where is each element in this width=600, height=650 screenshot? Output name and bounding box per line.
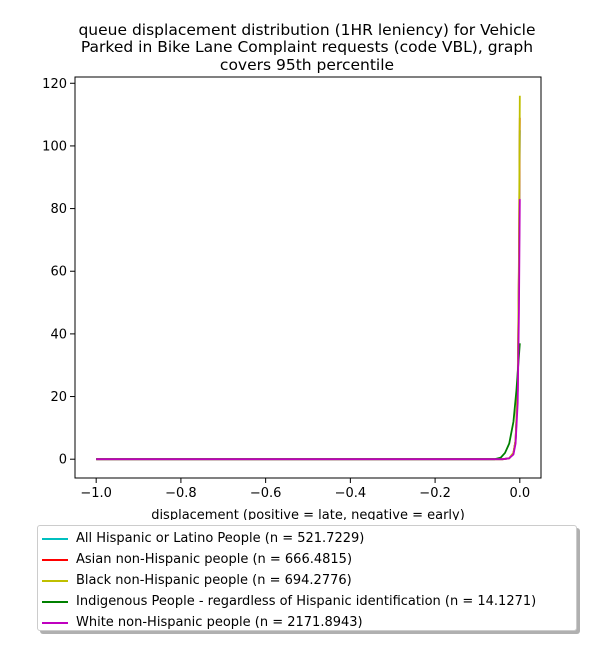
- legend-label: All Hispanic or Latino People (n = 521.7…: [76, 531, 365, 546]
- series-line: [96, 199, 521, 461]
- chart-title: queue displacement distribution (1HR len…: [78, 21, 535, 74]
- title-line: queue displacement distribution (1HR len…: [78, 21, 535, 39]
- plot-frame: [74, 76, 542, 479]
- y-tick-label: 20: [50, 390, 67, 405]
- legend-swatch: [42, 621, 68, 624]
- legend-item: Black non-Hispanic people (n = 694.2776): [38, 570, 576, 591]
- y-tick-label: 40: [50, 327, 67, 342]
- y-tick-label: 100: [42, 139, 67, 154]
- legend-swatch: [42, 537, 68, 540]
- x-axis-label: displacement (positive = late, negative …: [151, 508, 465, 520]
- y-tick-label: 0: [59, 453, 67, 468]
- plot-lines: [96, 95, 521, 461]
- legend-item: White non-Hispanic people (n = 2171.8943…: [38, 612, 576, 633]
- legend-item: Asian non-Hispanic people (n = 666.4815): [38, 549, 576, 570]
- x-tick-label: −0.4: [335, 486, 367, 501]
- x-tick-label: 0.0: [509, 486, 530, 501]
- x-tick-label: −1.0: [80, 486, 112, 501]
- title-line: Parked in Bike Lane Complaint requests (…: [81, 38, 533, 56]
- legend: All Hispanic or Latino People (n = 521.7…: [37, 525, 577, 631]
- series-line: [96, 95, 521, 461]
- series-line: [96, 117, 521, 461]
- legend-label: White non-Hispanic people (n = 2171.8943…: [76, 615, 363, 630]
- y-axis: 0 20 40 60 80 100 120: [42, 77, 75, 468]
- x-tick-label: −0.8: [165, 486, 197, 501]
- y-tick-label: 80: [50, 202, 67, 217]
- title-line: covers 95th percentile: [220, 56, 394, 74]
- chart: queue displacement distribution (1HR len…: [42, 21, 542, 520]
- x-tick-label: −0.6: [250, 486, 282, 501]
- legend-item: All Hispanic or Latino People (n = 521.7…: [38, 528, 576, 549]
- legend-item: Indigenous People - regardless of Hispan…: [38, 591, 576, 612]
- legend-swatch: [42, 600, 68, 603]
- series-line: [96, 130, 521, 461]
- legend-label: Black non-Hispanic people (n = 694.2776): [76, 573, 352, 588]
- legend-label: Indigenous People - regardless of Hispan…: [76, 594, 537, 609]
- legend-swatch: [42, 558, 68, 561]
- y-tick-label: 120: [42, 77, 67, 92]
- legend-label: Asian non-Hispanic people (n = 666.4815): [76, 552, 353, 567]
- x-axis: −1.0 −0.8 −0.6 −0.4 −0.2 0.0: [80, 478, 530, 501]
- series-line: [96, 343, 521, 461]
- legend-swatch: [42, 579, 68, 582]
- x-tick-label: −0.2: [419, 486, 451, 501]
- y-tick-label: 60: [50, 265, 67, 280]
